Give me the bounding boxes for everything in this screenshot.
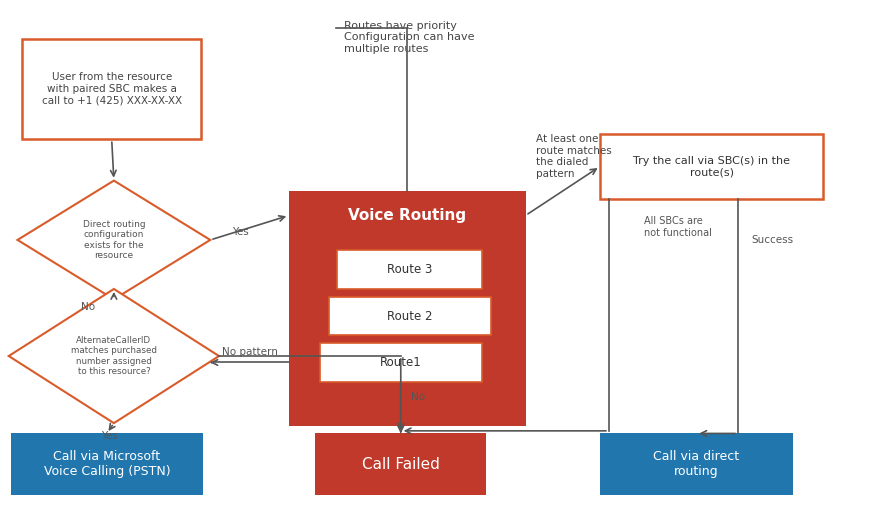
Text: At least one
route matches
the dialed
pattern: At least one route matches the dialed pa… [536, 134, 611, 179]
FancyBboxPatch shape [328, 297, 491, 335]
Text: Route1: Route1 [380, 356, 421, 369]
Text: Route 3: Route 3 [387, 263, 432, 276]
Text: Routes have priority
Configuration can have
multiple routes: Routes have priority Configuration can h… [344, 21, 475, 54]
FancyBboxPatch shape [600, 433, 793, 495]
FancyBboxPatch shape [315, 433, 486, 495]
Text: No pattern: No pattern [222, 347, 278, 357]
Text: AlternateCallerID
matches purchased
number assigned
to this resource?: AlternateCallerID matches purchased numb… [71, 336, 157, 376]
Text: Yes: Yes [232, 227, 250, 237]
FancyBboxPatch shape [289, 191, 526, 426]
Polygon shape [9, 289, 219, 423]
FancyBboxPatch shape [11, 433, 203, 495]
Text: Call via Microsoft
Voice Calling (PSTN): Call via Microsoft Voice Calling (PSTN) [44, 450, 170, 478]
Text: Yes: Yes [101, 431, 118, 441]
FancyBboxPatch shape [22, 39, 201, 139]
Text: Call via direct
routing: Call via direct routing [653, 450, 739, 478]
FancyBboxPatch shape [289, 191, 526, 240]
Polygon shape [18, 181, 210, 299]
Text: Success: Success [752, 235, 794, 245]
Text: All SBCs are
not functional: All SBCs are not functional [644, 216, 711, 238]
Text: User from the resource
with paired SBC makes a
call to +1 (425) XXX-XX-XX: User from the resource with paired SBC m… [42, 72, 181, 106]
Text: Direct routing
configuration
exists for the
resource: Direct routing configuration exists for … [82, 220, 145, 260]
Text: Try the call via SBC(s) in the
route(s): Try the call via SBC(s) in the route(s) [633, 156, 790, 177]
Text: Voice Routing: Voice Routing [349, 208, 466, 223]
FancyBboxPatch shape [337, 250, 482, 289]
Text: Route 2: Route 2 [387, 310, 432, 322]
Text: Call Failed: Call Failed [362, 457, 440, 472]
FancyBboxPatch shape [600, 134, 823, 199]
Text: No: No [411, 392, 426, 402]
Text: No: No [81, 302, 95, 312]
FancyBboxPatch shape [320, 343, 482, 382]
